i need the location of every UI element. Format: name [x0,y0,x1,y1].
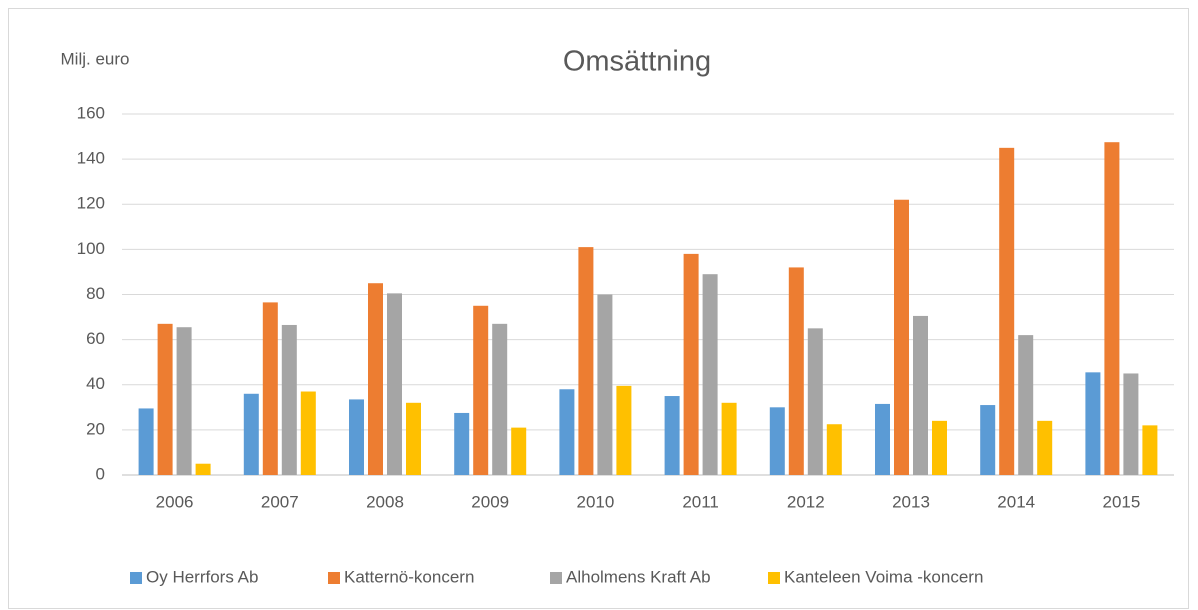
bar [999,147,1015,475]
bar [894,199,909,476]
x-tick-label: 2006 [156,492,194,511]
bar [664,396,680,475]
bar [1104,142,1120,475]
bar [980,405,996,475]
bar [826,424,842,475]
y-tick-label: 60 [86,329,105,348]
bar [1123,373,1139,475]
bar [1018,335,1034,475]
bar [578,247,594,475]
bar [721,402,737,475]
legend-label: Kanteleen Voima -koncern [784,567,983,586]
bar [243,393,259,475]
bar [262,302,278,475]
y-tick-label: 20 [86,419,105,438]
bar [300,391,316,475]
x-tick-label: 2011 [682,492,719,511]
legend-label: Katternö-koncern [344,567,474,586]
bar [492,323,508,475]
legend-swatch [130,572,142,584]
bar [473,305,489,475]
x-tick-label: 2014 [997,492,1035,511]
bar [138,408,154,475]
legend-swatch [328,572,340,584]
bar [769,407,785,475]
y-tick-label: 80 [86,284,105,303]
y-tick-label: 140 [77,149,105,168]
bar [454,412,470,475]
x-tick-label: 2013 [892,492,930,511]
bar [616,385,632,475]
bar [511,427,527,475]
x-tick-label: 2008 [366,492,404,511]
bar [559,389,575,475]
y-axis-label: Milj. euro [61,49,130,68]
bar [913,315,928,475]
bar [1142,425,1158,475]
bar [281,324,297,475]
bar [597,294,613,475]
y-tick-label: 0 [96,464,105,483]
legend-label: Oy Herrfors Ab [146,567,258,586]
bar [932,420,947,475]
legend-swatch [768,572,780,584]
bar [406,402,421,475]
bar [702,274,718,475]
bar [387,293,402,475]
y-tick-label: 100 [77,239,105,258]
legend-swatch [550,572,562,584]
chart-title: Omsättning [563,46,711,78]
x-tick-label: 2009 [471,492,509,511]
bar [807,328,823,475]
bar [349,399,364,475]
bar [195,463,211,475]
bar [875,403,890,475]
y-tick-label: 160 [77,103,105,122]
bar [788,267,804,475]
bar [1085,372,1101,475]
bar [368,283,383,475]
y-tick-label: 40 [86,374,105,393]
bar [1037,420,1053,475]
x-tick-label: 2007 [261,492,299,511]
bar [157,323,173,475]
x-tick-label: 2012 [787,492,825,511]
legend-label: Alholmens Kraft Ab [566,567,711,586]
bar [176,327,192,475]
y-tick-label: 120 [77,194,105,213]
x-tick-label: 2010 [576,492,614,511]
bar [683,253,699,475]
x-tick-label: 2015 [1102,492,1140,511]
